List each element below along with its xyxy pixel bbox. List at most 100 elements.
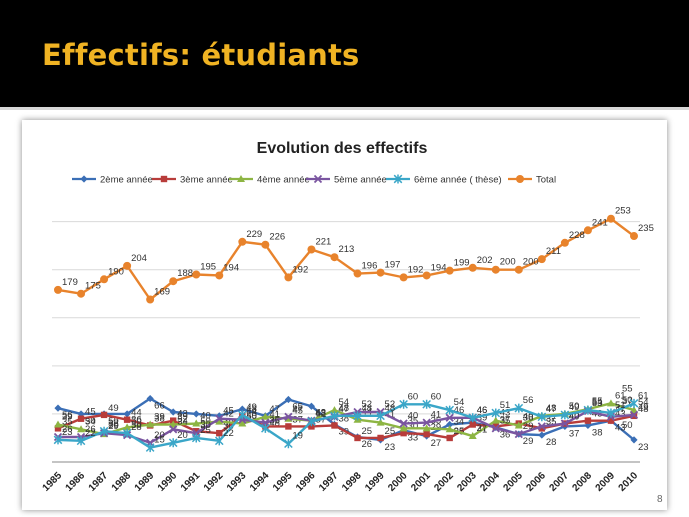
- x-tick-label: 1995: [271, 470, 295, 494]
- legend-label: 6ème année ( thèse): [414, 175, 502, 186]
- data-label: 47: [269, 404, 280, 415]
- data-point: [422, 271, 431, 280]
- data-point: [446, 420, 454, 429]
- data-label: 48: [269, 418, 280, 429]
- data-label: 50: [108, 416, 119, 427]
- data-label: 45: [292, 406, 303, 417]
- data-label: 35: [500, 415, 511, 426]
- data-label: 30: [108, 420, 119, 431]
- data-point: [330, 411, 339, 421]
- data-point: [99, 426, 109, 436]
- x-tick-label: 1985: [41, 470, 65, 494]
- data-point: [468, 432, 477, 440]
- data-point: [53, 435, 63, 445]
- legend-entry: 5ème année: [306, 175, 387, 186]
- data-point: [560, 238, 569, 247]
- data-point: [100, 275, 109, 284]
- data-label: 39: [477, 413, 488, 424]
- data-label: 37: [569, 428, 580, 439]
- data-label: 15: [154, 435, 165, 446]
- data-label: 48: [338, 403, 349, 414]
- data-point: [446, 434, 453, 442]
- data-point: [399, 424, 408, 432]
- data-label: 44: [131, 408, 142, 419]
- legend-entry: 6ème année ( thèse): [386, 174, 502, 186]
- chart-title: Evolution des effectifs: [257, 140, 428, 157]
- effectifs-line-chart: Evolution des effectifs 2ème année 3ème a…: [41, 140, 654, 494]
- data-label: 28: [131, 422, 142, 433]
- data-label: 48: [362, 403, 373, 414]
- data-label: 29: [523, 436, 534, 447]
- data-point: [584, 417, 592, 424]
- data-point: [308, 423, 315, 430]
- data-point: [514, 421, 523, 429]
- x-tick-label: 1993: [225, 470, 249, 494]
- data-label: 47: [546, 404, 557, 415]
- data-label: 35: [546, 416, 557, 427]
- data-point: [538, 431, 546, 439]
- data-label: 202: [477, 255, 493, 266]
- data-point: [584, 421, 592, 430]
- data-label: 49: [569, 402, 580, 413]
- data-label: 22: [223, 428, 234, 439]
- data-label: 43: [315, 408, 326, 419]
- x-tick-label: 1997: [317, 470, 341, 494]
- x-tick-label: 2003: [455, 470, 479, 494]
- legend-entry: 3ème année: [152, 175, 233, 186]
- data-label: 35: [408, 415, 419, 426]
- series-line: [58, 409, 635, 444]
- data-label: 60: [408, 391, 419, 402]
- data-label: 38: [523, 412, 534, 423]
- data-label: 54: [454, 397, 465, 408]
- legend-marker: [160, 175, 168, 183]
- data-point: [445, 266, 454, 275]
- x-tick-label: 2005: [501, 470, 525, 494]
- x-tick-label: 1998: [340, 470, 364, 494]
- data-point: [538, 425, 546, 432]
- data-label: 27: [431, 438, 442, 449]
- data-point: [261, 240, 270, 249]
- data-label: 37: [500, 414, 511, 425]
- data-point: [77, 425, 86, 433]
- data-label: 51: [615, 400, 626, 411]
- data-point: [607, 417, 615, 424]
- data-label: 29: [523, 421, 534, 432]
- data-point: [238, 419, 247, 427]
- data-label: 44: [246, 407, 257, 418]
- data-label-extra: 37: [622, 396, 633, 407]
- data-point: [353, 411, 362, 421]
- data-label: 211: [546, 246, 561, 257]
- data-label: 43: [177, 409, 188, 420]
- data-label: 39: [154, 412, 165, 423]
- data-label: 55: [592, 396, 603, 407]
- data-label: 40: [246, 411, 257, 422]
- data-label: 27: [477, 423, 488, 434]
- data-label: 42: [315, 409, 326, 420]
- data-point: [560, 419, 570, 428]
- data-label: 30: [408, 421, 419, 432]
- data-point: [54, 425, 62, 432]
- legend-marker: [237, 175, 245, 182]
- data-label: 60: [431, 391, 442, 402]
- data-label: 38: [154, 413, 165, 424]
- data-point: [423, 430, 430, 438]
- data-point: [514, 265, 523, 274]
- data-label: 38: [592, 427, 603, 438]
- title-band: [0, 0, 689, 107]
- data-point: [537, 412, 547, 422]
- data-point: [491, 408, 501, 418]
- page-number: 8: [657, 494, 663, 505]
- data-label: 194: [223, 262, 239, 273]
- legend-label: 3ème année: [180, 175, 233, 186]
- data-point: [237, 410, 247, 420]
- x-tick-label: 1996: [294, 470, 318, 494]
- x-axis: 1985 1986 1987 1988 1989 1990 1991 1992 1993 1994…: [41, 470, 641, 494]
- data-label: 194: [431, 262, 447, 273]
- data-point: [77, 289, 86, 298]
- data-label: 50: [85, 416, 96, 427]
- data-label: 196: [362, 261, 378, 272]
- x-tick-label: 2007: [547, 470, 571, 494]
- data-point: [215, 414, 224, 423]
